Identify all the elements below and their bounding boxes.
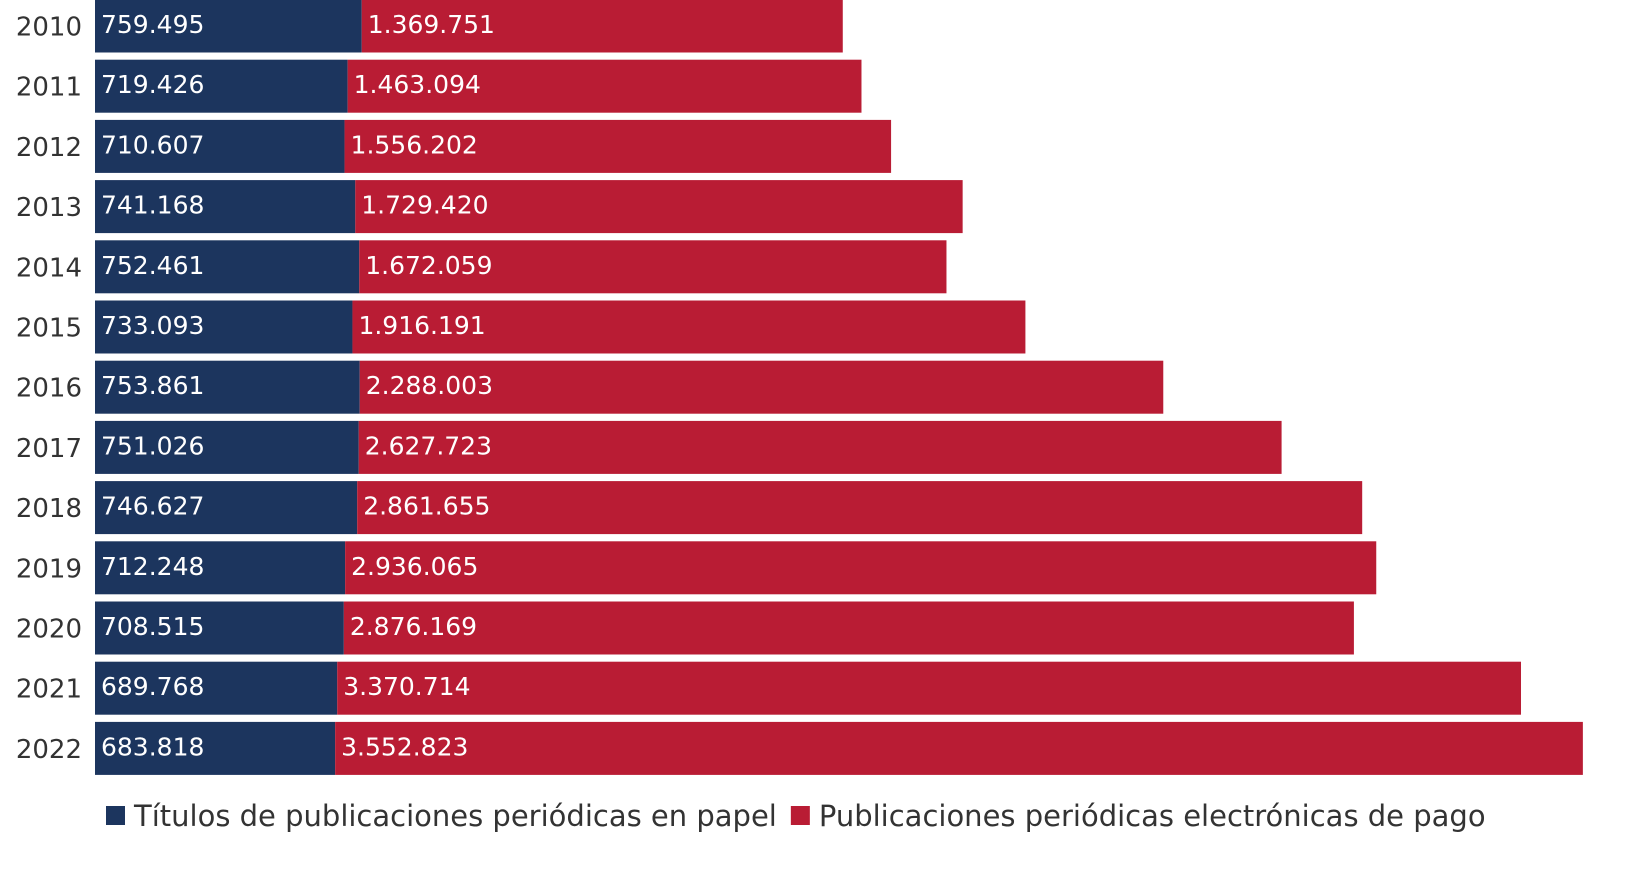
bar-segment	[359, 240, 947, 294]
y-tick-label: 2014	[16, 253, 82, 283]
data-label: 683.818	[101, 732, 204, 761]
bar-segment	[337, 661, 1522, 715]
bar-segment	[361, 0, 843, 53]
data-label: 3.370.714	[343, 672, 470, 701]
bar-segment	[95, 481, 358, 535]
data-label: 733.093	[101, 311, 204, 340]
bar-segment	[95, 541, 346, 595]
y-tick-label: 2018	[16, 494, 82, 524]
data-label: 2.627.723	[365, 431, 492, 460]
bar-segment	[359, 360, 1164, 414]
data-label: 708.515	[101, 612, 204, 641]
bar-segment	[95, 0, 362, 53]
data-label: 751.026	[101, 431, 204, 460]
data-label: 741.168	[101, 191, 204, 220]
legend-label: Títulos de publicaciones periódicas en p…	[133, 799, 777, 833]
data-label: 2.861.655	[363, 492, 490, 521]
bar-segment	[347, 59, 862, 113]
data-label: 1.463.094	[354, 70, 481, 99]
data-label: 746.627	[101, 492, 204, 521]
data-label: 689.768	[101, 672, 204, 701]
bar-segment	[95, 119, 345, 173]
data-label: 2.288.003	[366, 371, 493, 400]
bar-segment	[352, 300, 1026, 354]
data-label: 2.936.065	[351, 552, 478, 581]
data-label: 719.426	[101, 70, 204, 99]
bar-segment	[95, 601, 344, 655]
bar-segment	[95, 300, 353, 354]
bar-segment	[344, 119, 892, 173]
y-tick-label: 2019	[16, 554, 82, 584]
data-label: 1.672.059	[365, 251, 492, 280]
data-label: 753.861	[101, 371, 204, 400]
data-label: 759.495	[101, 10, 204, 39]
data-label: 1.556.202	[351, 130, 478, 159]
bar-segment	[95, 661, 338, 715]
y-tick-label: 2020	[16, 615, 82, 645]
bar-segment	[95, 360, 360, 414]
data-label: 752.461	[101, 251, 204, 280]
data-label: 1.729.420	[361, 191, 488, 220]
data-label: 1.916.191	[358, 311, 485, 340]
bar-segment	[343, 601, 1354, 655]
legend: Títulos de publicaciones periódicas en p…	[106, 799, 1486, 833]
legend-swatch	[106, 806, 125, 825]
bar-segment	[95, 420, 359, 474]
bar-segment	[358, 420, 1282, 474]
bar-segment	[95, 721, 336, 775]
y-tick-label: 2017	[16, 434, 82, 464]
y-tick-label: 2012	[16, 133, 82, 163]
legend-label: Publicaciones periódicas electrónicas de…	[819, 799, 1486, 833]
bar-segment	[345, 541, 1377, 595]
bar-segment	[355, 180, 963, 234]
bar-segment	[335, 721, 1583, 775]
bar-segment	[357, 481, 1363, 535]
y-tick-label: 2015	[16, 314, 82, 344]
y-tick-label: 2010	[16, 13, 82, 43]
data-label: 712.248	[101, 552, 204, 581]
data-label: 1.369.751	[368, 10, 495, 39]
y-tick-label: 2013	[16, 193, 82, 223]
data-label: 3.552.823	[341, 732, 468, 761]
bar-segment	[95, 180, 356, 234]
data-label: 2.876.169	[350, 612, 477, 641]
y-tick-label: 2022	[16, 735, 82, 765]
legend-swatch	[790, 806, 810, 825]
data-label: 710.607	[101, 130, 204, 159]
y-tick-label: 2021	[16, 675, 82, 705]
bar-segment	[95, 59, 348, 113]
y-tick-label: 2016	[16, 374, 82, 404]
bar-segment	[95, 240, 360, 294]
y-tick-label: 2011	[16, 73, 82, 103]
